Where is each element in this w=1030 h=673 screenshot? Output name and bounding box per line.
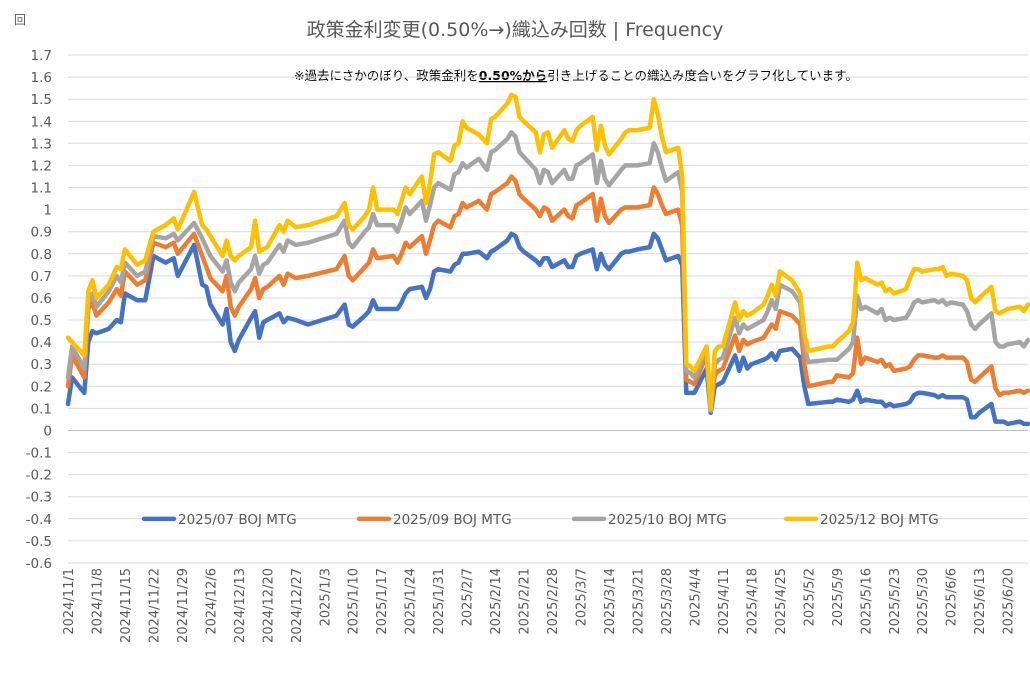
x-tick-label: 2025/2/14 — [489, 568, 504, 635]
x-tick-label: 2025/4/4 — [688, 568, 703, 626]
x-tick-label: 2025/6/6 — [945, 568, 960, 626]
x-tick-label: 2025/4/25 — [774, 568, 789, 635]
x-tick-label: 2024/11/29 — [176, 568, 191, 643]
x-tick-label: 2025/1/31 — [432, 568, 447, 635]
chart-note-prefix: ※過去にさかのぼり、政策金利を — [294, 68, 479, 83]
y-axis-ticks: -0.6 -0.5 -0.4 -0.3 -0.2 -0.1 0 0.1 0.2 0.3 0.4 0.5… — [26, 48, 52, 572]
legend-item-2: 2025/09 BOJ MTG — [356, 512, 512, 528]
y-tick-label: -0.6 — [26, 556, 52, 572]
x-tick-label: 2025/3/21 — [632, 568, 647, 635]
x-tick-label: 2025/4/11 — [717, 568, 732, 635]
y-tick-label: -0.2 — [26, 468, 52, 484]
legend-label: 2025/09 BOJ MTG — [393, 512, 512, 528]
x-tick-label: 2025/6/20 — [1002, 568, 1017, 635]
series-lines — [65, 92, 1030, 427]
x-tick-label: 2025/1/24 — [404, 568, 419, 635]
y-tick-label: -0.1 — [26, 446, 52, 462]
y-tick-label: 1.2 — [31, 158, 52, 174]
x-tick-label: 2025/2/7 — [461, 568, 476, 626]
x-tick-label: 2025/5/16 — [859, 568, 874, 635]
x-tick-label: 2024/12/27 — [290, 568, 305, 643]
x-tick-label: 2024/11/8 — [91, 568, 106, 635]
chart-note-emphasis: 0.50%から — [479, 68, 547, 83]
y-tick-label: 0 — [43, 424, 52, 440]
x-tick-label: 2025/5/30 — [916, 568, 931, 635]
y-tick-label: 0.9 — [31, 225, 52, 241]
y-tick-label: 0.5 — [31, 313, 52, 329]
legend-label: 2025/12 BOJ MTG — [820, 512, 939, 528]
y-tick-label: -0.5 — [26, 534, 52, 550]
y-tick-label: 1.7 — [31, 48, 52, 64]
y-tick-label: 1.1 — [31, 181, 52, 197]
y-tick-label: 1.3 — [31, 136, 52, 152]
y-tick-label: 0.4 — [31, 335, 52, 351]
x-tick-label: 2024/11/15 — [119, 568, 134, 643]
y-tick-label: 0.1 — [31, 401, 52, 417]
legend-item-1: 2025/07 BOJ MTG — [141, 512, 297, 528]
legend-label: 2025/07 BOJ MTG — [178, 512, 297, 528]
y-tick-label: -0.4 — [26, 512, 52, 528]
x-axis-ticks: 2024/11/1 2024/11/8 2024/11/15 2024/11/22 20… — [62, 568, 1017, 643]
y-tick-label: 1 — [43, 203, 52, 219]
chart-note-suffix: 引き上げることの織込み度合いをグラフ化しています。 — [547, 68, 858, 83]
y-tick-label: 0.7 — [31, 269, 52, 285]
x-tick-label: 2025/3/28 — [660, 568, 675, 635]
x-tick-label: 2025/2/21 — [518, 568, 533, 635]
series-line-2 — [65, 174, 1030, 413]
y-tick-label: 0.6 — [31, 291, 52, 307]
gridlines — [68, 54, 1028, 564]
chart-title: 政策金利変更(0.50%→)織込み回数 | Frequency — [307, 19, 724, 41]
x-tick-label: 2025/4/18 — [745, 568, 760, 635]
y-tick-label: 1.4 — [31, 114, 52, 130]
x-tick-label: 2025/5/23 — [888, 568, 903, 635]
x-tick-label: 2025/1/10 — [347, 568, 362, 635]
x-tick-label: 2024/12/13 — [233, 568, 248, 643]
y-tick-label: 0.8 — [31, 247, 52, 263]
y-tick-label: -0.3 — [26, 490, 52, 506]
x-tick-label: 2025/5/2 — [802, 568, 817, 626]
x-tick-label: 2024/12/6 — [204, 568, 219, 635]
x-tick-label: 2025/1/3 — [318, 568, 333, 626]
y-unit-label: 回 — [14, 13, 26, 27]
x-tick-label: 2025/2/28 — [546, 568, 561, 635]
y-tick-label: 1.5 — [31, 92, 52, 108]
legend-item-3: 2025/10 BOJ MTG — [571, 512, 727, 528]
x-tick-label: 2024/11/22 — [147, 568, 162, 643]
series-line-4 — [65, 92, 1030, 411]
x-tick-label: 2025/1/17 — [375, 568, 390, 635]
x-tick-label: 2025/5/9 — [831, 568, 846, 626]
x-tick-label: 2025/3/14 — [603, 568, 618, 635]
legend-item-4: 2025/12 BOJ MTG — [783, 512, 939, 528]
x-tick-label: 2025/6/13 — [973, 568, 988, 635]
x-tick-label: 2024/11/1 — [62, 568, 77, 635]
series-line-1 — [65, 231, 1030, 427]
y-tick-label: 0.3 — [31, 357, 52, 373]
y-tick-label: 1.6 — [31, 70, 52, 86]
legend-label: 2025/10 BOJ MTG — [608, 512, 727, 528]
chart-note: ※過去にさかのぼり、政策金利を0.50%から引き上げることの織込み度合いをグラフ… — [294, 68, 858, 83]
x-tick-label: 2025/3/7 — [575, 568, 590, 626]
series-line-3 — [65, 130, 1030, 413]
legend: 2025/07 BOJ MTG 2025/09 BOJ MTG 2025/10 BO… — [141, 512, 939, 528]
x-tick-label: 2024/12/20 — [261, 568, 276, 643]
y-tick-label: 0.2 — [31, 379, 52, 395]
